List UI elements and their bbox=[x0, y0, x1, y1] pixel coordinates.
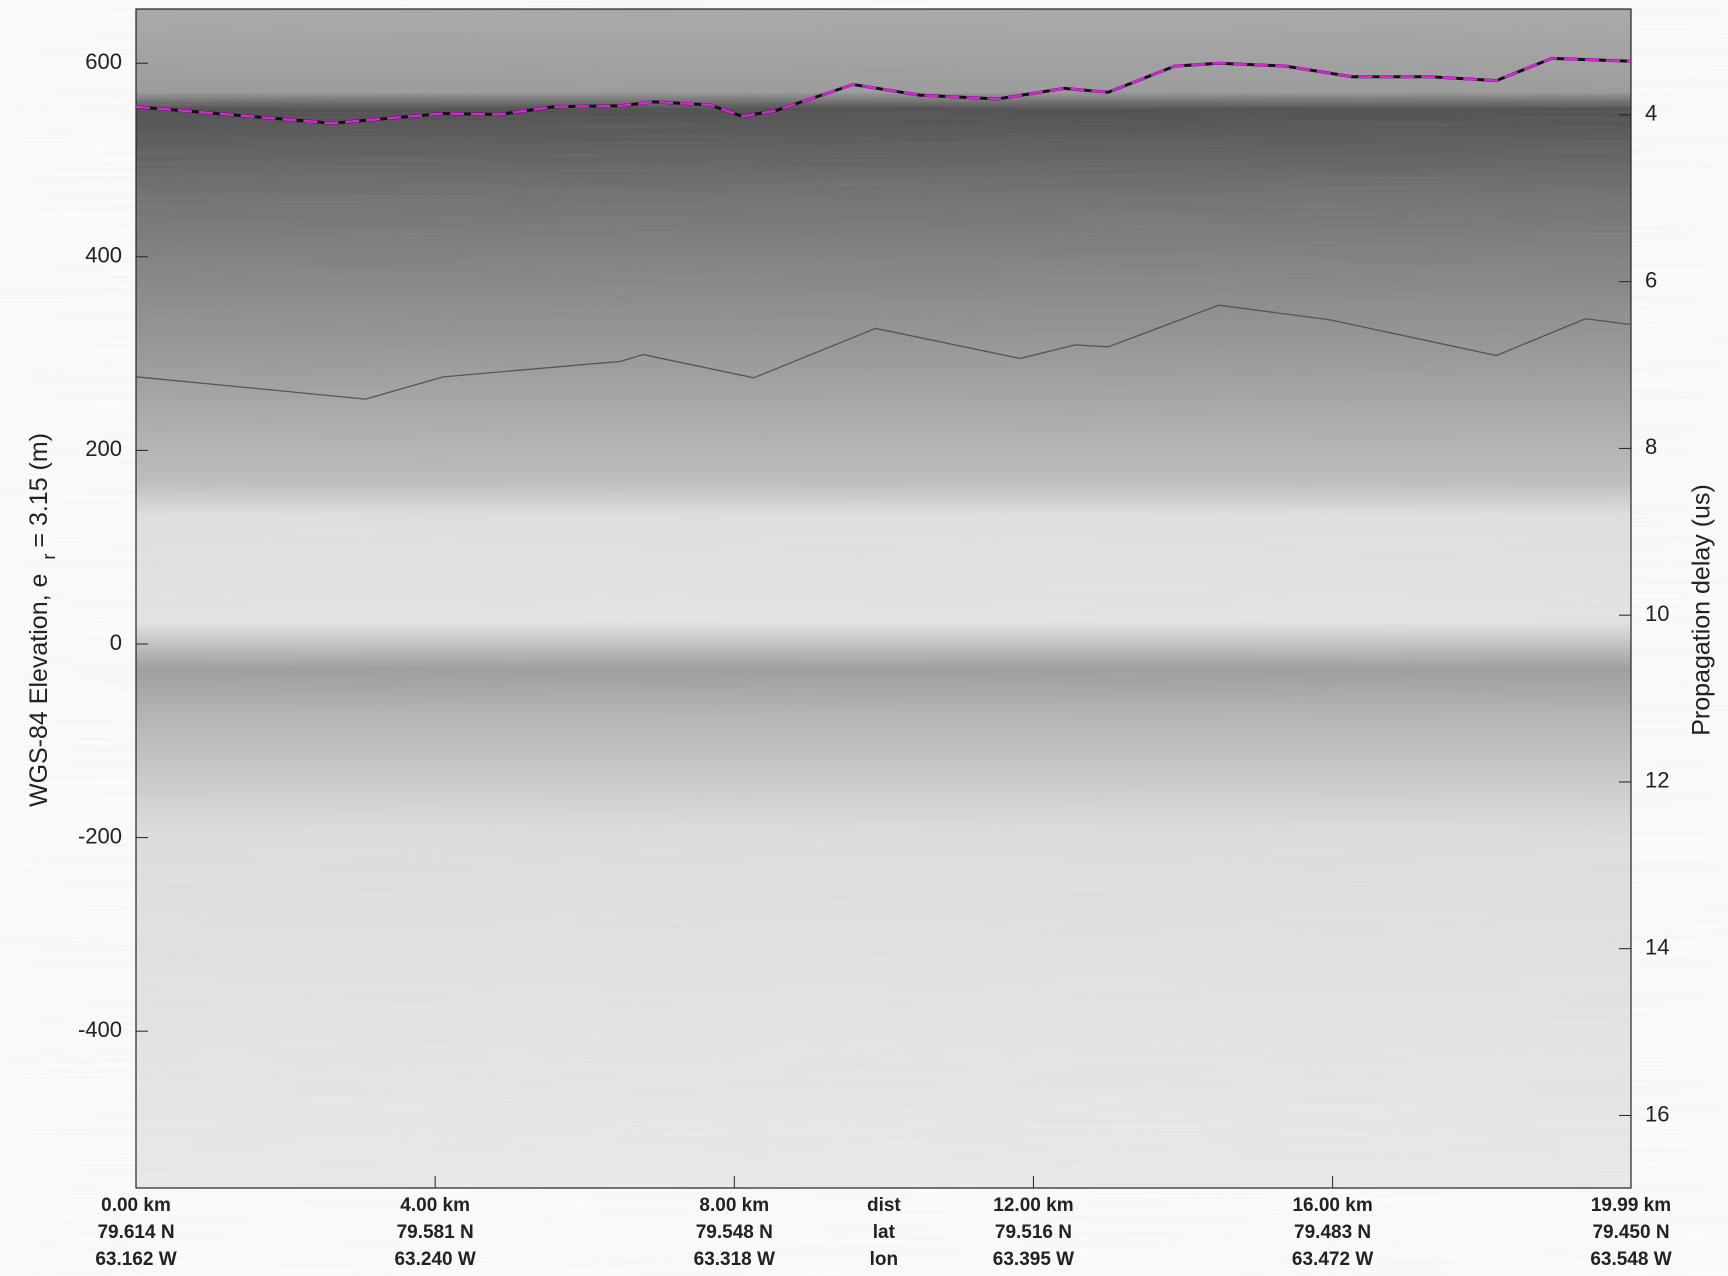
row-title: lon bbox=[870, 1249, 899, 1270]
surface-line bbox=[135, 57, 1632, 125]
lon-label: 63.395 W bbox=[993, 1249, 1074, 1270]
lat-label: 79.548 N bbox=[696, 1222, 773, 1243]
echogram-texture bbox=[136, 9, 1631, 1188]
y2-tick-label: 14 bbox=[1645, 935, 1669, 960]
lon-label: 63.318 W bbox=[694, 1249, 775, 1270]
x-tick-label: 8.00 km bbox=[699, 1195, 769, 1216]
x-tick-label: 0.00 km bbox=[101, 1195, 171, 1216]
plot-frame bbox=[135, 8, 1632, 1189]
lat-label: 79.516 N bbox=[995, 1222, 1072, 1243]
y-tick-label: -400 bbox=[78, 1017, 122, 1042]
x-tick-label: 16.00 km bbox=[1292, 1195, 1372, 1216]
y2-tick-label: 8 bbox=[1645, 434, 1657, 459]
y2-tick-label: 10 bbox=[1645, 601, 1669, 626]
lat-label: 79.450 N bbox=[1592, 1222, 1669, 1243]
layer-line bbox=[135, 304, 1632, 400]
lat-label: 79.483 N bbox=[1294, 1222, 1371, 1243]
x-tick-label: 12.00 km bbox=[993, 1195, 1073, 1216]
y-tick-label: 400 bbox=[85, 243, 122, 268]
y2-tick-label: 16 bbox=[1645, 1101, 1669, 1126]
lon-label: 63.240 W bbox=[394, 1249, 475, 1270]
x-tick-label: 4.00 km bbox=[400, 1195, 470, 1216]
row-title: dist bbox=[867, 1195, 901, 1216]
lat-label: 79.581 N bbox=[397, 1222, 474, 1243]
y-axis-label: WGS-84 Elevation, er= 3.15 (m) bbox=[25, 433, 59, 807]
lon-label: 63.162 W bbox=[95, 1249, 176, 1270]
y-tick-label: 200 bbox=[85, 436, 122, 461]
y2-tick-label: 4 bbox=[1645, 101, 1657, 126]
row-title: lat bbox=[873, 1222, 896, 1243]
y-tick-label: -200 bbox=[78, 823, 122, 848]
y2-tick-label: 6 bbox=[1645, 267, 1657, 292]
lon-label: 63.548 W bbox=[1590, 1249, 1671, 1270]
lat-label: 79.614 N bbox=[97, 1222, 174, 1243]
x-tick-label: 19.99 km bbox=[1591, 1195, 1671, 1216]
lon-label: 63.472 W bbox=[1292, 1249, 1373, 1270]
y2-tick-label: 12 bbox=[1645, 768, 1669, 793]
y2-axis-label: Propagation delay (us) bbox=[1688, 484, 1716, 736]
y-tick-label: 600 bbox=[85, 49, 122, 74]
y-tick-label: 0 bbox=[110, 630, 122, 655]
